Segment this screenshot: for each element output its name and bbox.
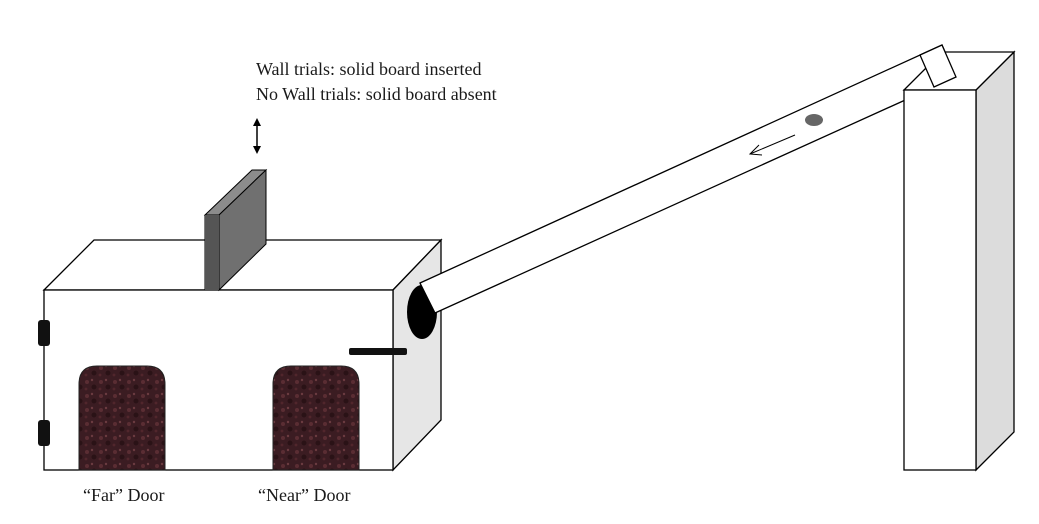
handle-icon — [349, 348, 407, 355]
far-door-label: “Far” Door — [83, 485, 165, 505]
wall-trials-caption: Wall trials: solid board inserted — [256, 59, 482, 79]
ramp — [419, 44, 957, 314]
near-door — [272, 365, 360, 471]
pillar-side — [975, 50, 1015, 472]
far-door — [78, 365, 166, 471]
no-wall-trials-caption: No Wall trials: solid board absent — [256, 84, 497, 104]
solid-board-face — [205, 215, 219, 290]
pillar-front — [903, 89, 977, 471]
near-door-label: “Near” Door — [258, 485, 351, 505]
latch-icon — [38, 420, 50, 446]
ramp-top-end — [919, 44, 957, 88]
direction-arrow-icon — [748, 134, 796, 156]
ball — [805, 114, 823, 126]
latch-icon — [38, 320, 50, 346]
double-arrow-icon — [253, 118, 261, 154]
